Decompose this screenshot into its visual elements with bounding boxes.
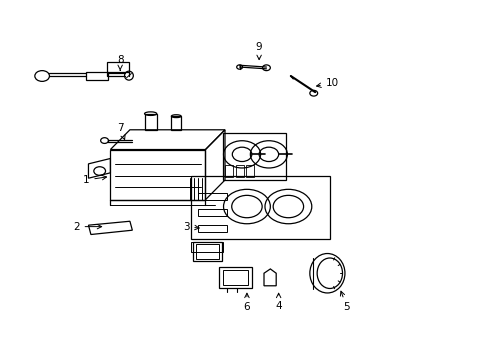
Bar [246,165,254,177]
Bar [196,244,218,258]
Bar [198,193,227,200]
Bar [171,116,181,130]
Text: 10: 10 [316,78,338,88]
Bar [222,270,247,285]
Bar [193,242,221,261]
Text: 7: 7 [117,123,125,140]
Bar [86,72,108,80]
Text: 3: 3 [183,222,199,231]
Bar [190,176,329,239]
Bar [218,267,251,288]
Bar [110,149,205,200]
Text: 9: 9 [255,42,262,60]
Bar [198,209,227,216]
Bar [224,165,232,177]
Bar [198,225,227,232]
Bar [190,242,222,252]
Bar [235,165,243,177]
Text: 5: 5 [340,291,349,312]
Bar [222,134,285,180]
Text: 8: 8 [117,55,123,71]
Text: 2: 2 [73,222,102,231]
Text: 1: 1 [82,175,106,185]
Bar [144,114,157,130]
Text: 6: 6 [243,293,250,312]
Bar [107,62,129,72]
Text: 4: 4 [275,293,282,311]
